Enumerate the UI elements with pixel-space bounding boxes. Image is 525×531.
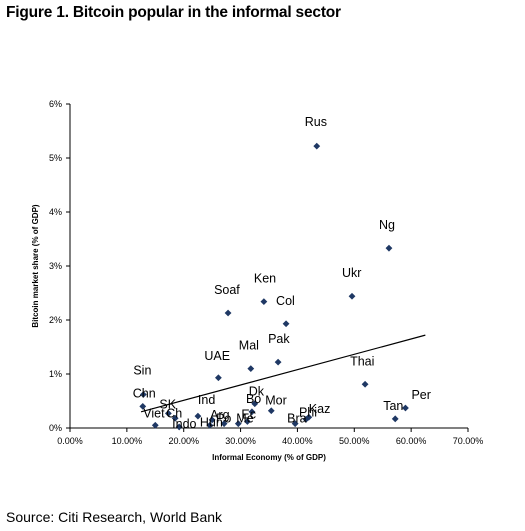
point-ken [260,298,268,306]
point-mal [247,365,255,372]
x-tick-label: 50.00% [339,436,370,446]
point-label-bra: Bra [287,412,307,426]
point-label-po: Po [216,412,231,426]
trendline-group [140,334,426,413]
point-dk [251,400,259,408]
point-po [220,420,228,428]
point-viet [151,421,159,429]
y-tick-label: 5% [49,153,62,163]
point-label-chn: Chn [133,386,156,400]
point-label-tan: Tan [383,399,403,413]
y-tick-label: 6% [49,99,62,109]
point-bra [291,420,299,428]
point-label-hun: Hun [200,415,223,429]
point-pak [274,358,282,366]
point-label-sin: Sin [133,364,151,378]
x-tick-label: 40.00% [282,436,313,446]
point-label-per: Per [411,388,430,402]
point-label-ken: Ken [254,272,276,286]
point-ukr [348,292,356,300]
x-axis-title: Informal Economy (% of GDP) [212,453,326,462]
y-tick-label: 0% [49,423,62,433]
point-ec [243,418,251,425]
point-label-mal: Mal [239,339,259,353]
point-label-pak: Pak [268,332,290,346]
point-label-thai: Thai [350,354,374,368]
point-me [234,420,242,428]
point-label-uae: UAE [204,349,230,363]
y-tick-label: 4% [49,207,62,217]
point-indo [175,423,183,431]
point-label-bo: Bo [246,392,261,406]
point-label-rus: Rus [305,115,327,129]
point-label-me: Me [236,412,253,426]
point-col [282,320,290,328]
point-mor [267,407,275,415]
y-axis-title: Bitcoin market share (% of GDP) [31,204,40,327]
point-sin [139,391,147,398]
x-tick-label: 30.00% [225,436,256,446]
point-label-kaz: Kaz [309,402,331,416]
figure-title: Figure 1. Bitcoin popular in the informa… [6,4,341,21]
point-label-ec: Ec [241,408,256,422]
point-tan [391,415,399,423]
point-label-sk: SK [159,397,176,411]
point-uae [214,374,222,382]
x-tick-label: 10.00% [112,436,143,446]
point-sk [164,410,172,417]
trendline [140,334,426,413]
point-label-ng: Ng [379,218,395,232]
point-label-phi: Phi [299,405,317,419]
point-label-ch: Ch [166,406,182,420]
point-ind [194,412,202,420]
point-soaf [224,309,232,317]
points-group [139,142,409,431]
point-thai [361,380,369,388]
y-tick-label: 2% [49,315,62,325]
x-tick-label: 60.00% [396,436,427,446]
point-label-viet: Viet [143,406,165,420]
figure-source: Source: Citi Research, World Bank [6,509,223,525]
x-tick-label: 20.00% [168,436,199,446]
scatter-chart: 0.00% 10.00% 20.00% 30.00% 40.00% 50.00% 60.00… [31,99,483,462]
point-label-dk: Dk [249,385,265,399]
y-tick-label: 3% [49,261,62,271]
point-ch [171,414,179,422]
point-bo [248,408,256,416]
point-labels-group: Rus Ng Ukr Ken Soaf Col Pak Mal UAE Thai Sin Per Chn… [133,115,431,431]
point-label-arg: Arg [210,408,230,422]
point-label-ind: Ind [198,393,215,407]
point-label-mor: Mor [265,394,287,408]
point-chn [139,403,147,410]
point-label-ukr: Ukr [342,266,361,280]
point-label-col: Col [276,294,295,308]
x-tick-label: 0.00% [57,436,83,446]
point-ng [385,244,393,252]
point-arg [208,416,216,424]
point-hun [206,421,214,429]
axes: 0.00% 10.00% 20.00% 30.00% 40.00% 50.00% 60.00… [49,99,483,446]
point-label-soaf: Soaf [214,283,240,297]
x-tick-label: 70.00% [453,436,484,446]
point-per [402,404,409,412]
y-tick-label: 1% [49,369,62,379]
point-label-indo: Indo [172,417,196,431]
point-rus [313,142,321,150]
point-phi [302,415,310,423]
